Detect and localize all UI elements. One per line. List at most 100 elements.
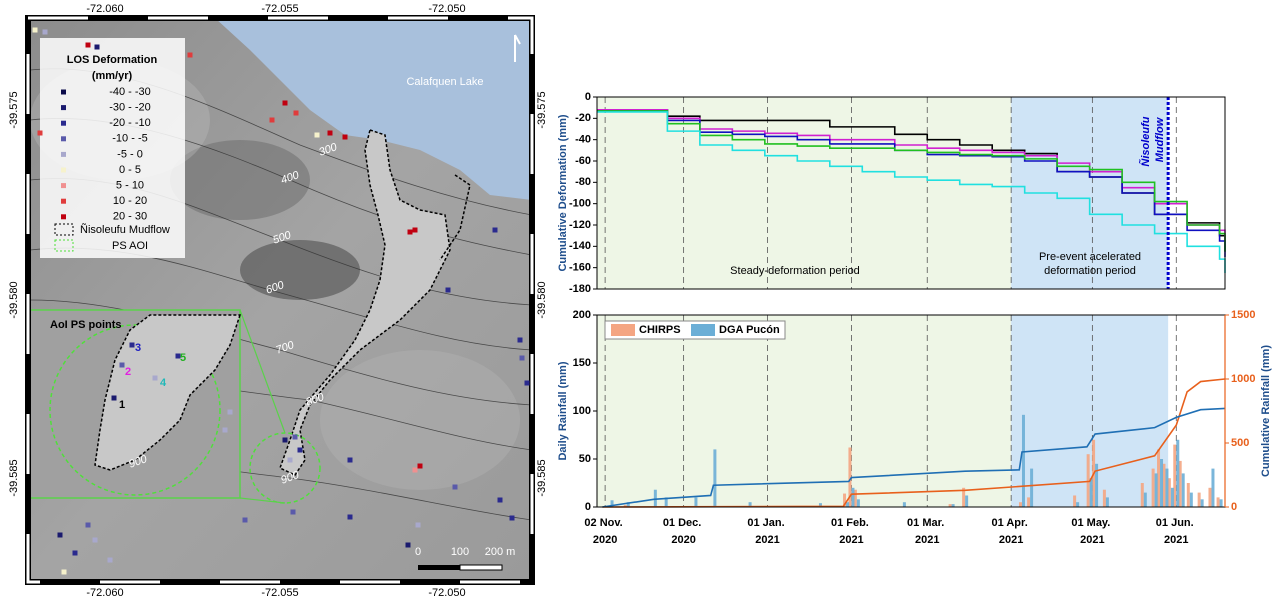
- ps-point: [492, 227, 498, 233]
- event-label: Ñisoleufu Mudflow: [1139, 113, 1166, 166]
- bar: [1021, 414, 1025, 507]
- inset-title: AoI PS points: [50, 319, 122, 331]
- aoi-circle: [49, 324, 221, 496]
- legend-swatch: [61, 167, 66, 173]
- bar: [1086, 454, 1090, 507]
- bar: [1165, 468, 1169, 507]
- bar: [1216, 497, 1220, 507]
- legend-label: -40 - -30: [109, 86, 151, 98]
- legend-label: -5 - 0: [117, 148, 143, 160]
- bar: [1181, 473, 1185, 507]
- bar: [965, 495, 969, 507]
- bar: [1170, 487, 1174, 507]
- y-tick-label: 50: [579, 453, 591, 465]
- y-tick-label: 0: [585, 501, 591, 513]
- bar: [818, 503, 822, 507]
- x-tick-label: 01 Jan. 2021: [747, 517, 787, 546]
- bar: [1200, 499, 1204, 507]
- bar: [948, 504, 952, 507]
- x-tick-label: 01 Mar. 2021: [907, 517, 947, 546]
- bar: [1208, 487, 1212, 507]
- point-label: 5: [180, 352, 186, 364]
- bar: [664, 497, 668, 507]
- bar: [653, 489, 657, 507]
- shaded-period: [597, 97, 1012, 289]
- y-tick-label: -40: [575, 134, 591, 146]
- ps-point: [119, 362, 125, 368]
- ps-point: [129, 342, 135, 348]
- legend-label: -20 - -10: [109, 117, 151, 129]
- ps-point: [445, 287, 451, 293]
- ps-point: [407, 229, 413, 235]
- scale-label: 200 m: [485, 546, 516, 558]
- ps-point: [187, 52, 193, 58]
- bar: [1140, 483, 1144, 507]
- bar: [1197, 492, 1201, 507]
- legend-swatch: [54, 223, 74, 236]
- legend-label: 10 - 20: [113, 195, 147, 207]
- mudflow-outline: [94, 314, 242, 471]
- x-tick-label: 01 Feb. 2021: [831, 517, 872, 546]
- bar: [713, 449, 717, 507]
- ps-point: [107, 557, 113, 563]
- y-coord-label: -39.580: [536, 281, 548, 318]
- ps-point: [85, 42, 91, 48]
- bar: [1143, 492, 1147, 507]
- bar: [623, 505, 627, 507]
- lake-label: Calafquen Lake: [406, 76, 483, 88]
- ps-point: [292, 434, 298, 440]
- annotation: Steady-deformation period: [730, 265, 860, 277]
- bar: [610, 500, 614, 507]
- legend-swatch: [61, 89, 66, 95]
- ps-point: [222, 427, 228, 433]
- bar: [1030, 468, 1034, 507]
- bar: [962, 487, 966, 507]
- inset-connector: [239, 309, 286, 434]
- bar: [1173, 444, 1177, 507]
- x-coord-label: -72.055: [261, 3, 298, 15]
- y-tick-label: 100: [573, 405, 591, 417]
- ps-point: [412, 467, 418, 473]
- bar: [1160, 459, 1164, 507]
- legend-swatch: [61, 183, 66, 189]
- legend-label: CHIRPS: [639, 324, 681, 336]
- shaded-period: [597, 315, 1012, 507]
- y-coord-label: -39.575: [536, 91, 548, 128]
- bar: [694, 497, 698, 507]
- x-coord-label: -72.060: [86, 587, 123, 599]
- bar: [1073, 495, 1077, 507]
- x-tick-label: 01 Jun. 2021: [1156, 517, 1197, 546]
- ps-point: [293, 110, 299, 116]
- series-line: [602, 407, 1226, 508]
- ps-point: [242, 517, 248, 523]
- ps-point: [405, 542, 411, 548]
- ps-point: [412, 227, 418, 233]
- ps-point: [37, 130, 43, 136]
- bar: [1151, 468, 1155, 507]
- bar: [1089, 478, 1093, 507]
- annotation: deformation period: [1044, 265, 1136, 277]
- bar: [1189, 492, 1193, 507]
- x-tick-label: 01 Dec. 2020: [663, 517, 705, 546]
- point-label: 1: [119, 399, 125, 411]
- legend-label: -10 - -5: [112, 133, 147, 145]
- legend-label: 0 - 5: [119, 164, 141, 176]
- y-tick-label: 150: [573, 357, 591, 369]
- ps-point: [85, 522, 91, 528]
- ps-point: [347, 514, 353, 520]
- y2-tick-label: 500: [1231, 437, 1249, 449]
- ps-point: [290, 509, 296, 515]
- y-tick-label: -120: [569, 219, 591, 231]
- bar: [1102, 489, 1106, 507]
- bar: [1157, 449, 1161, 507]
- bar: [626, 502, 630, 507]
- legend-swatch: [61, 105, 66, 111]
- relief: [170, 140, 310, 220]
- map-legend: [40, 38, 185, 258]
- bar: [1018, 502, 1022, 507]
- ps-point: [519, 355, 525, 361]
- bar: [856, 499, 860, 507]
- y2-axis-label: Cumulative Rainfall (mm): [1260, 345, 1272, 477]
- bar: [846, 502, 850, 507]
- ps-point: [282, 100, 288, 106]
